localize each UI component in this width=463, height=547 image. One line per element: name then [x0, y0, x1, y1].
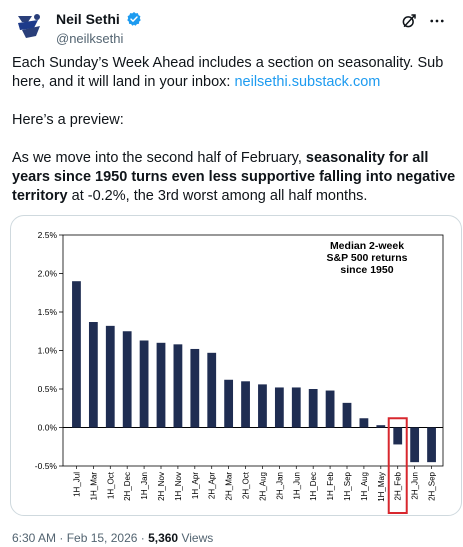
x-tick-label: 2H_Feb: [394, 471, 403, 500]
y-tick-label: 1.0%: [38, 346, 58, 356]
tweet-paragraph-3: As we move into the second half of Febru…: [12, 149, 458, 206]
chart-title-line: Median 2-week: [330, 240, 404, 252]
x-tick-label: 2H_Aug: [258, 472, 267, 501]
bar-1H_Apr: [190, 348, 200, 428]
x-tick-label: 1H_Oct: [106, 471, 115, 499]
author-handle[interactable]: @neilksethi: [56, 31, 124, 46]
bar-2H_Nov: [156, 342, 166, 428]
tweet-text-segment: at -0.2%, the 3rd worst among all half m…: [67, 188, 368, 204]
author-name[interactable]: Neil Sethi: [56, 10, 120, 27]
x-tick-label: 1H_Apr: [191, 472, 200, 499]
bar-2H_Aug: [258, 384, 267, 428]
x-tick-label: 2H_Jun: [411, 472, 420, 500]
avatar-logo-icon: [12, 8, 48, 44]
bar-chart: -0.5% 0.0% 0.5% 1.0% 1.5% 2.0% 2.5% 1H_Jul 1H_Ma…: [35, 230, 444, 514]
bar-2H_Jun: [410, 427, 420, 463]
tweet-paragraph-1: Each Sunday’s Week Ahead includes a sect…: [12, 54, 458, 92]
bar-2H_Sep: [427, 427, 436, 463]
tweet-text-segment: Each Sunday’s Week Ahead includes a sect…: [12, 55, 444, 90]
tweet-meta: 6:30 AM · Feb 15, 2026 · 5,360 Views: [12, 531, 213, 545]
x-tick-label: 1H_Jan: [140, 472, 149, 500]
bar-1H_Oct: [105, 325, 115, 428]
x-tick-label: 1H_Jun: [292, 472, 301, 500]
bar-1H_Jan: [139, 340, 149, 428]
bar-2H_Apr: [207, 352, 217, 428]
bar-1H_Nov: [173, 344, 183, 428]
bar-2H_Feb: [393, 427, 403, 445]
x-tick-label: 2H_Nov: [157, 472, 166, 501]
y-tick-label: 0.0%: [38, 423, 58, 433]
tweet-text-segment: As we move into the second half of Febru…: [12, 150, 306, 166]
x-tick-label: 1H_Dec: [309, 472, 318, 501]
tweet-text: Each Sunday’s Week Ahead includes a sect…: [12, 54, 458, 225]
bar-1H_Sep: [342, 402, 352, 428]
tweet-header: Neil Sethi @neilksethi: [12, 8, 452, 48]
bar-1H_Mar: [88, 322, 98, 428]
bar-1H_Jun: [291, 387, 301, 428]
highlight-box: [387, 417, 408, 514]
x-tick-label: 1H_Jul: [72, 472, 81, 497]
bar-2H_Dec: [122, 331, 132, 428]
tweet-paragraph-2: Here’s a preview:: [12, 112, 124, 128]
grok-icon[interactable]: [400, 12, 418, 30]
y-tick-label: 2.5%: [38, 230, 58, 240]
author-block: Neil Sethi @neilksethi: [56, 10, 142, 46]
bar-2H_Jan: [274, 387, 284, 428]
x-tick-label: 1H_May: [377, 472, 386, 502]
substack-link[interactable]: neilsethi.substack.com: [234, 74, 381, 90]
y-tick-label: 0.5%: [38, 384, 58, 394]
bar-1H_Feb: [325, 390, 335, 428]
bar-1H_May: [376, 425, 386, 428]
chart-title-line: since 1950: [340, 264, 393, 276]
x-tick-label: 2H_Sep: [428, 471, 437, 500]
more-options-icon[interactable]: [428, 12, 446, 30]
x-tick-label: 1H_Feb: [326, 471, 335, 500]
y-tick-label: 1.5%: [38, 307, 58, 317]
views-count: 5,360: [148, 531, 179, 545]
y-tick-label: 2.0%: [38, 269, 58, 279]
tweet-bold-text: seasonality for all years since 1950 tur…: [12, 150, 456, 204]
bar-2H_Oct: [241, 381, 250, 428]
x-tick-label: 2H_Dec: [123, 472, 132, 501]
y-tick-label: -0.5%: [35, 461, 58, 471]
bar-1H_Aug: [359, 418, 369, 428]
bar-1H_Dec: [308, 389, 318, 428]
x-tick-label: 2H_Mar: [225, 472, 234, 501]
x-tick-label: 2H_Oct: [242, 471, 251, 499]
x-tick-label: 2H_Jan: [275, 472, 284, 500]
x-tick-label: 1H_Nov: [174, 472, 183, 501]
views-label: Views: [178, 531, 214, 545]
verified-badge-icon: [127, 11, 141, 26]
x-tick-label: 1H_Sep: [343, 471, 352, 500]
chart-title-line: S&P 500 returns: [327, 252, 408, 264]
x-tick-label: 1H_Aug: [360, 472, 369, 501]
x-tick-label: 2H_Apr: [208, 472, 217, 499]
chart-image[interactable]: -0.5% 0.0% 0.5% 1.0% 1.5% 2.0% 2.5% 1H_Jul 1H_Ma…: [10, 215, 462, 516]
x-tick-label: 1H_Mar: [89, 472, 98, 501]
bar-1H_Jul: [72, 281, 81, 428]
avatar[interactable]: [12, 8, 48, 44]
timestamp[interactable]: 6:30 AM · Feb 15, 2026 ·: [12, 531, 149, 545]
bar-2H_Mar: [224, 379, 234, 428]
